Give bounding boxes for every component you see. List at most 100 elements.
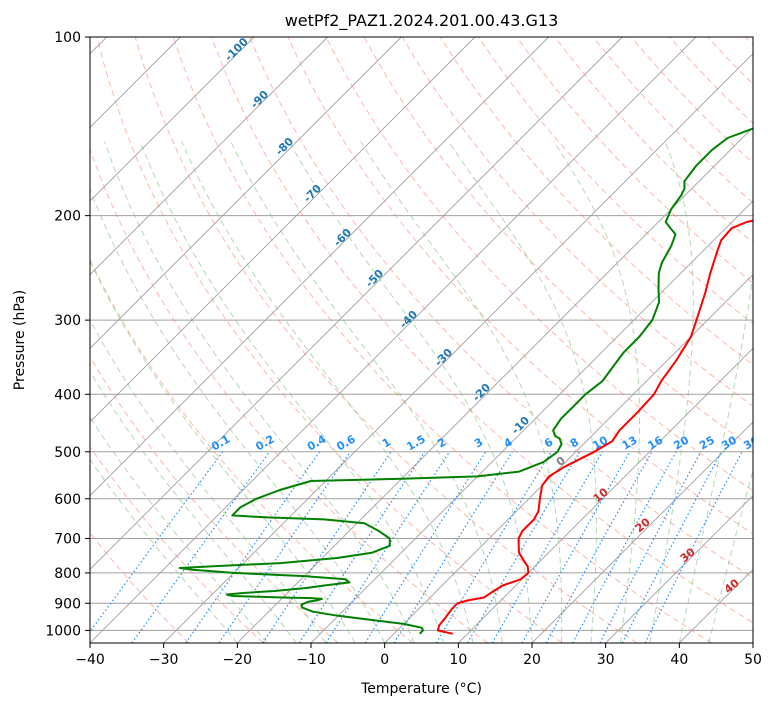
mixing-ratio-label: 36: [741, 433, 761, 452]
dry-adiabat: [516, 37, 753, 284]
mixing-ratio-label: 25: [697, 434, 717, 453]
plot-frame: [89, 36, 754, 644]
x-tick-label: −10: [296, 652, 326, 668]
y-tick-label: 100: [54, 30, 81, 46]
mixing-ratio-label: 0.6: [334, 432, 358, 453]
mixing-ratio-label: 3: [472, 435, 485, 450]
mixing-ratio-label: 30: [719, 433, 739, 452]
y-tick-label: 900: [54, 596, 81, 612]
y-axis-label: Pressure (hPa): [12, 290, 28, 390]
mixing-ratio-label: 4: [502, 435, 515, 450]
dry-adiabat: [745, 37, 753, 46]
y-axis: 100 200 300 400 500 600 700 800 900 1000: [45, 30, 90, 639]
dry-adiabat: [211, 37, 753, 624]
mixing-ratio-label: 16: [646, 433, 666, 452]
mixing-ratio-label: 6: [542, 435, 555, 450]
isotherm-label: -30: [432, 346, 455, 369]
isotherm-line: [605, 495, 753, 643]
mixing-ratio-line: [599, 451, 702, 643]
dewpoint-profile-line: [178, 127, 753, 635]
moist-adiabat-label: 20: [633, 515, 653, 535]
isotherm-line: [752, 642, 753, 643]
mixing-ratio-line: [325, 451, 451, 643]
dry-adiabat: [134, 37, 638, 643]
isotherm-line: [310, 200, 753, 643]
mixing-ratio-line: [298, 451, 426, 643]
moist-adiabat: [181, 141, 474, 643]
y-tick-label: 700: [54, 532, 81, 548]
mixing-ratio-label: 1: [380, 435, 393, 450]
isotherm-label: -80: [273, 135, 296, 158]
mixing-ratio-line: [218, 451, 351, 643]
moist-adiabat: [90, 319, 327, 643]
isotherm-line: [90, 37, 402, 349]
dry-adiabat: [554, 37, 753, 244]
moist-adiabat: [553, 141, 640, 643]
mixing-ratio-line: [521, 451, 631, 643]
moist-adiabat: [90, 416, 268, 643]
x-tick-label: 40: [670, 652, 688, 668]
x-tick-label: 10: [449, 652, 467, 668]
temperature-profile-line: [436, 219, 753, 635]
mixing-ratio-line: [466, 451, 581, 643]
moist-adiabat: [90, 370, 297, 643]
dry-adiabat: [478, 37, 753, 325]
dry-adiabat: [249, 37, 753, 579]
mixing-ratio-label: 0.1: [209, 432, 232, 453]
mixing-ratio-label: 1.5: [404, 432, 427, 453]
x-tick-label: 50: [744, 652, 762, 668]
isotherm-line: [90, 37, 623, 570]
moist-adiabat-label: 10: [591, 485, 611, 505]
series-layer: [178, 127, 753, 635]
y-tick-label: 800: [54, 566, 81, 582]
moist-adiabat: [90, 458, 238, 643]
isotherm-label: -10: [509, 414, 532, 437]
isotherm-line: [384, 274, 753, 643]
mixing-ratio-line: [131, 451, 271, 643]
moist-adiabat: [90, 188, 386, 643]
isotherm-label: -60: [331, 226, 354, 249]
dry-adiabat: [96, 37, 563, 643]
isotherm-line: [90, 37, 697, 643]
moist-adiabat: [230, 141, 503, 643]
isotherm-line: [163, 53, 753, 643]
grid-layer: [90, 37, 753, 643]
moist-adiabat: [139, 141, 445, 643]
dry-adiabat: [172, 37, 712, 643]
mixing-ratio-line: [644, 451, 743, 643]
mixing-ratio-line: [572, 451, 677, 643]
isotherm-line: [90, 37, 328, 276]
dry-adiabat: [90, 445, 264, 643]
mixing-ratio-line: [185, 451, 321, 643]
mixing-ratio-line: [364, 451, 487, 643]
chart-title: wetPf2_PAZ1.2024.201.00.43.G13: [285, 11, 559, 31]
dry-adiabat: [325, 37, 753, 492]
moist-adiabat-label: 30: [678, 545, 698, 565]
moist-adiabat: [360, 141, 563, 643]
moist-adiabat: [447, 141, 597, 643]
isotherm-line: [458, 347, 753, 643]
y-tick-label: 500: [54, 445, 81, 461]
x-tick-label: 20: [523, 652, 541, 668]
mixing-ratio-label: 0.4: [305, 432, 329, 453]
x-tick-label: 30: [597, 652, 615, 668]
x-tick-label: 0: [380, 652, 389, 668]
moist-adiabat: [104, 141, 415, 643]
dry-adiabat: [90, 531, 190, 643]
isotherm-label: -90: [248, 88, 271, 111]
isotherm-label: -20: [470, 381, 493, 404]
mixing-ratio-line: [90, 451, 224, 633]
isotherm-line: [90, 37, 476, 423]
isotherm-label: -50: [363, 267, 386, 290]
moist-adiabat: [288, 141, 533, 643]
mixing-ratio-label: 20: [671, 433, 691, 452]
isotherm-label: -70: [301, 182, 324, 205]
mixing-ratio-line: [545, 451, 653, 643]
y-tick-label: 1000: [45, 623, 81, 639]
isotherm-label: -40: [397, 308, 420, 331]
y-tick-label: 200: [54, 209, 81, 225]
moist-adiabat: [708, 467, 753, 643]
isotherm-line: [90, 37, 549, 497]
isotherm-line: [237, 126, 753, 643]
